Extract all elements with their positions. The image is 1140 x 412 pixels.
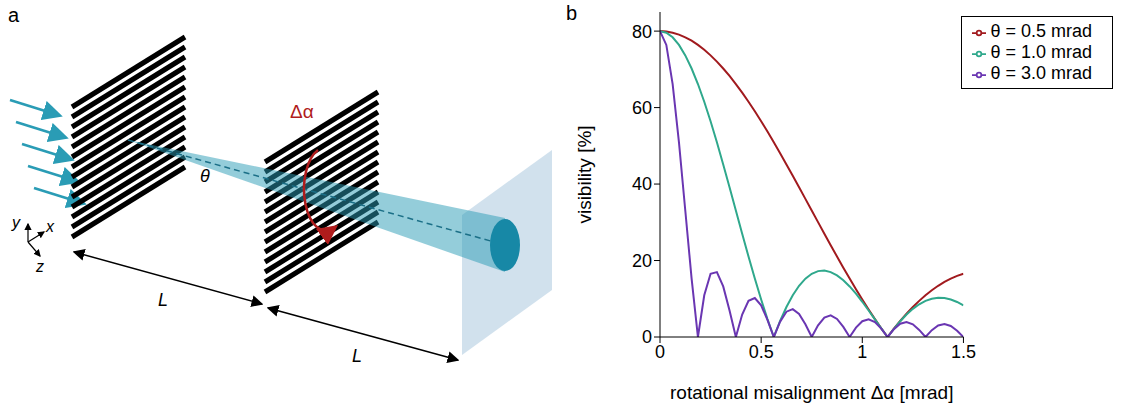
svg-text:a: a (8, 4, 20, 26)
html-text:b: b (566, 2, 578, 24)
svg-text:rotational misalignment Δα [mr: rotational misalignment Δα [mrad] (670, 382, 953, 403)
svg-text:1.5: 1.5 (951, 342, 976, 362)
svg-text:20: 20 (632, 251, 652, 271)
html-text:θ = 1.0 mrad: θ = 1.0 mrad (990, 42, 1092, 62)
svg-text:0.5: 0.5 (749, 342, 774, 362)
svg-text:visibility [%]: visibility [%] (574, 125, 595, 223)
svg-text:40: 40 (632, 174, 652, 194)
svg-text:60: 60 (632, 98, 652, 118)
svg-text:0: 0 (655, 342, 665, 362)
svg-text:θ: θ (200, 166, 210, 186)
svg-text:1: 1 (857, 342, 867, 362)
html-text:θ = 0.5 mrad: θ = 0.5 mrad (990, 21, 1092, 41)
svg-text:L: L (158, 290, 168, 310)
svg-text:z: z (35, 258, 44, 275)
svg-text:0: 0 (642, 327, 652, 347)
svg-text:y: y (11, 214, 21, 231)
svg-text:80: 80 (632, 22, 652, 42)
svg-text:Δα: Δα (290, 101, 314, 122)
svg-text:L: L (352, 346, 362, 366)
html-text:θ = 3.0 mrad: θ = 3.0 mrad (990, 63, 1092, 83)
svg-text:x: x (45, 218, 55, 235)
